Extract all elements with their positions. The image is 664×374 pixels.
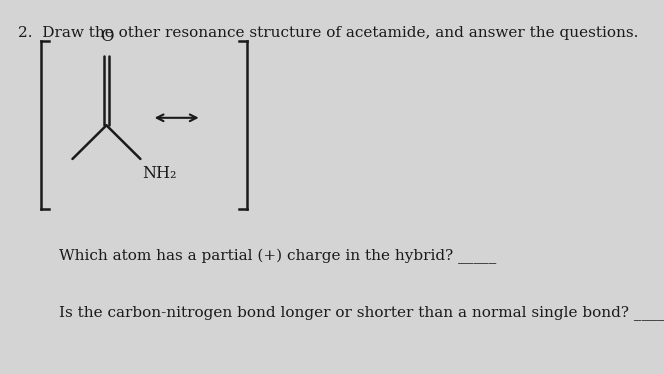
Text: 2.  Draw the other resonance structure of acetamide, and answer the questions.: 2. Draw the other resonance structure of… bbox=[18, 26, 639, 40]
Text: NH₂: NH₂ bbox=[142, 165, 177, 181]
Text: O: O bbox=[100, 28, 113, 45]
Text: Is the carbon-nitrogen bond longer or shorter than a normal single bond? _______: Is the carbon-nitrogen bond longer or sh… bbox=[59, 305, 664, 320]
Text: Which atom has a partial (+) charge in the hybrid? _____: Which atom has a partial (+) charge in t… bbox=[59, 249, 496, 264]
